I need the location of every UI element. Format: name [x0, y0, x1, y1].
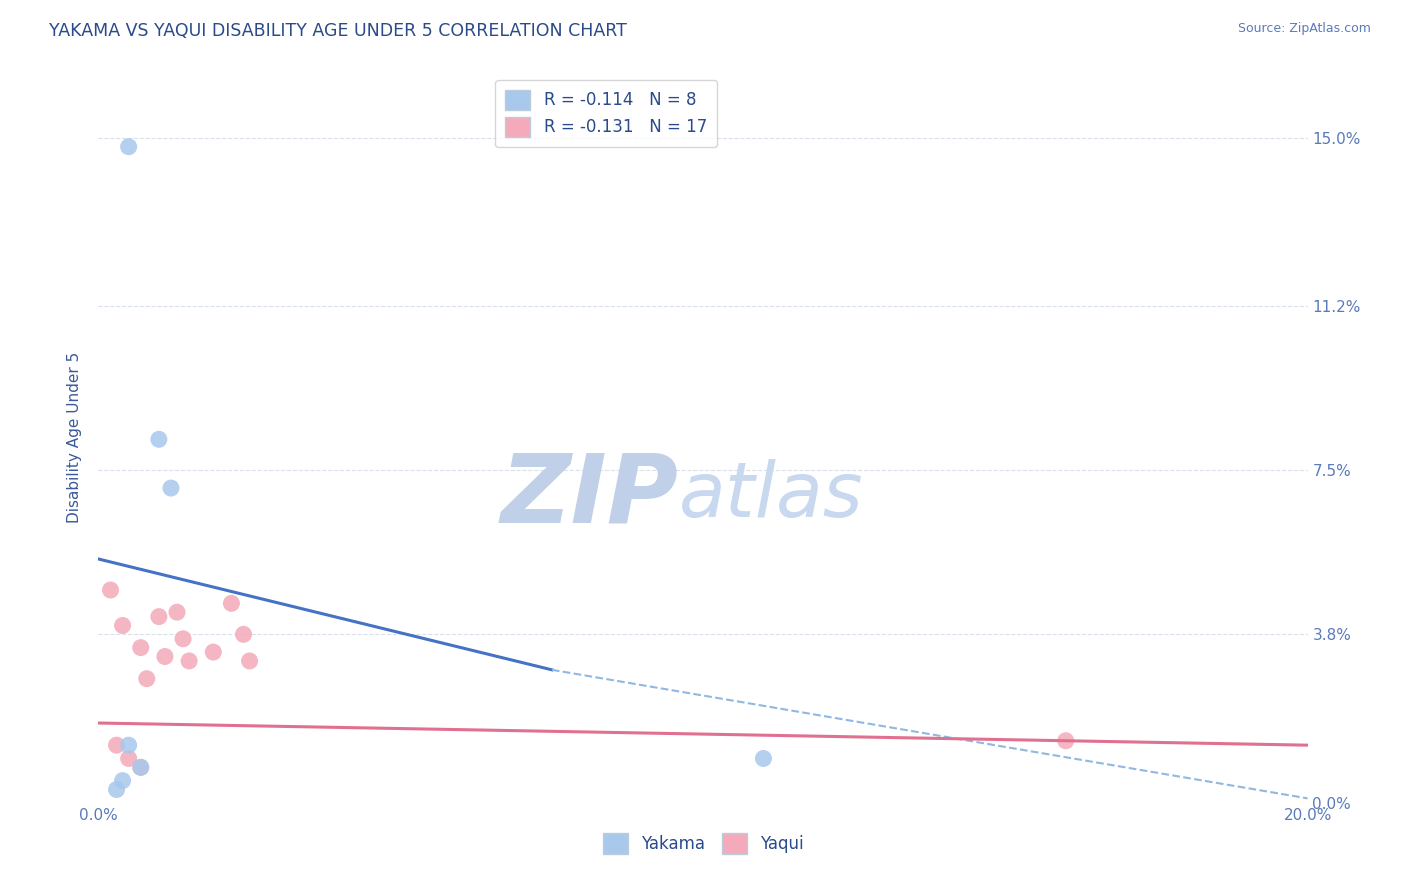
Point	[129, 640, 152, 655]
Y-axis label: Disability Age Under 5: Disability Age Under 5	[67, 351, 83, 523]
Text: ZIP: ZIP	[501, 449, 679, 542]
Point	[239, 654, 262, 668]
Point	[166, 605, 188, 619]
Point	[232, 627, 254, 641]
Point	[111, 773, 134, 788]
Point	[105, 782, 128, 797]
Point	[160, 481, 183, 495]
Point	[118, 738, 141, 752]
Text: Source: ZipAtlas.com: Source: ZipAtlas.com	[1237, 22, 1371, 36]
Point	[148, 609, 170, 624]
Point	[129, 760, 152, 774]
Point	[118, 751, 141, 765]
Point	[105, 738, 128, 752]
Point	[202, 645, 225, 659]
Point	[148, 432, 170, 446]
Legend: Yakama, Yaqui: Yakama, Yaqui	[596, 827, 810, 860]
Point	[129, 760, 152, 774]
Point	[179, 654, 201, 668]
Text: YAKAMA VS YAQUI DISABILITY AGE UNDER 5 CORRELATION CHART: YAKAMA VS YAQUI DISABILITY AGE UNDER 5 C…	[49, 22, 627, 40]
Point	[135, 672, 157, 686]
Point	[172, 632, 194, 646]
Point	[118, 139, 141, 153]
Point	[752, 751, 775, 765]
Point	[153, 649, 176, 664]
Point	[1054, 733, 1077, 747]
Text: atlas: atlas	[679, 458, 863, 533]
Point	[100, 582, 122, 597]
Point	[221, 596, 243, 610]
Point	[111, 618, 134, 632]
